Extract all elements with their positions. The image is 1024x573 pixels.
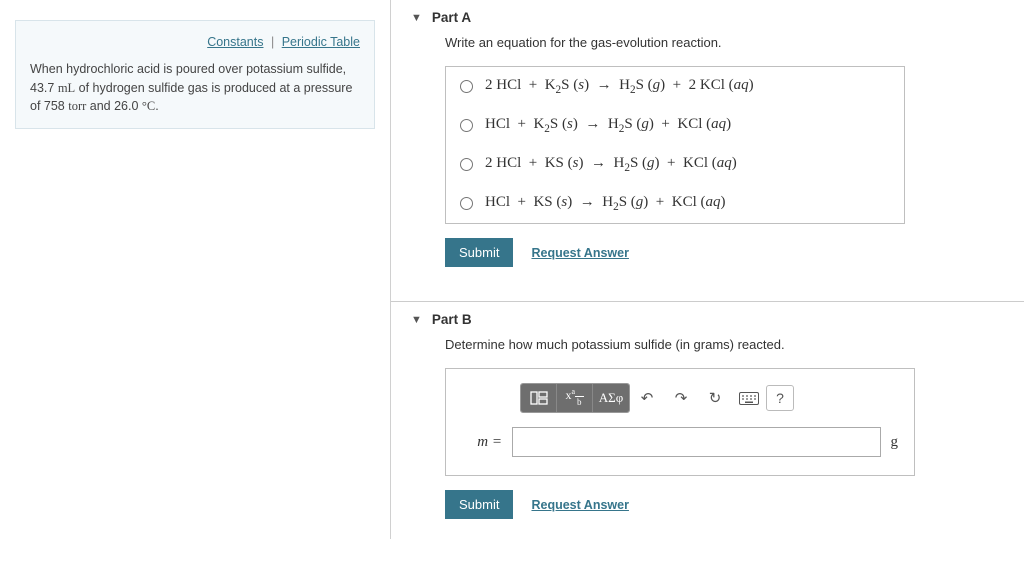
undo-icon[interactable]: ↶ <box>630 384 664 412</box>
collapse-icon: ▼ <box>411 12 422 24</box>
option-2-text: HCl + K2S (s) → H2S (g) + KCl (aq) <box>485 116 731 135</box>
variable-label: m = <box>462 434 502 451</box>
part-b-prompt: Determine how much potassium sulfide (in… <box>445 337 994 352</box>
part-a-body: Write an equation for the gas-evolution … <box>391 31 1024 287</box>
option-1-radio[interactable] <box>460 80 473 93</box>
part-b-header[interactable]: ▼ Part B <box>391 302 1024 333</box>
option-3[interactable]: 2 HCl + KS (s) → H2S (g) + KCl (aq) <box>446 145 904 184</box>
part-a-options: 2 HCl + K2S (s) → H2S (g) + 2 KCl (aq) H… <box>445 66 905 224</box>
part-a-title: Part A <box>432 10 471 25</box>
option-4-radio[interactable] <box>460 197 473 210</box>
part-a-prompt: Write an equation for the gas-evolution … <box>445 35 994 50</box>
equation-toolbar: xab ΑΣφ ↶ ↷ ↻ ? <box>520 383 898 413</box>
fraction-tool-button[interactable]: xab <box>557 384 593 412</box>
part-a-header[interactable]: ▼ Part A <box>391 0 1024 31</box>
part-b-submit-row: Submit Request Answer <box>445 490 994 519</box>
unit-label: g <box>891 434 899 451</box>
reset-icon[interactable]: ↻ <box>698 384 732 412</box>
part-b-body: Determine how much potassium sulfide (in… <box>391 333 1024 539</box>
part-b-title: Part B <box>432 312 472 327</box>
option-1[interactable]: 2 HCl + K2S (s) → H2S (g) + 2 KCl (aq) <box>446 67 904 106</box>
option-3-text: 2 HCl + KS (s) → H2S (g) + KCl (aq) <box>485 155 737 174</box>
answer-input[interactable] <box>512 427 881 457</box>
part-a-submit-row: Submit Request Answer <box>445 238 994 267</box>
template-tool-button[interactable] <box>521 384 557 412</box>
keyboard-icon[interactable] <box>732 384 766 412</box>
redo-icon[interactable]: ↷ <box>664 384 698 412</box>
problem-statement: When hydrochloric acid is poured over po… <box>30 60 360 116</box>
option-2[interactable]: HCl + K2S (s) → H2S (g) + KCl (aq) <box>446 106 904 145</box>
greek-tool-button[interactable]: ΑΣφ <box>593 384 629 412</box>
collapse-icon: ▼ <box>411 314 422 326</box>
questions-panel: ▼ Part A Write an equation for the gas-e… <box>390 0 1024 539</box>
context-box: Constants | Periodic Table When hydrochl… <box>15 20 375 129</box>
part-b-submit-button[interactable]: Submit <box>445 490 513 519</box>
answer-input-row: m = g <box>462 427 898 457</box>
part-b-request-answer-link[interactable]: Request Answer <box>531 498 628 512</box>
part-a-submit-button[interactable]: Submit <box>445 238 513 267</box>
periodic-table-link[interactable]: Periodic Table <box>282 35 360 49</box>
option-3-radio[interactable] <box>460 158 473 171</box>
part-b-answer-box: xab ΑΣφ ↶ ↷ ↻ ? m = g <box>445 368 915 476</box>
context-links: Constants | Periodic Table <box>30 33 360 52</box>
option-1-text: 2 HCl + K2S (s) → H2S (g) + 2 KCl (aq) <box>485 77 754 96</box>
constants-link[interactable]: Constants <box>207 35 263 49</box>
context-panel: Constants | Periodic Table When hydrochl… <box>0 0 390 539</box>
format-tool-group: xab ΑΣφ <box>520 383 630 413</box>
option-4-text: HCl + KS (s) → H2S (g) + KCl (aq) <box>485 194 726 213</box>
part-a-request-answer-link[interactable]: Request Answer <box>531 246 628 260</box>
help-icon[interactable]: ? <box>766 385 794 411</box>
option-2-radio[interactable] <box>460 119 473 132</box>
option-4[interactable]: HCl + KS (s) → H2S (g) + KCl (aq) <box>446 184 904 223</box>
link-separator: | <box>271 35 274 49</box>
